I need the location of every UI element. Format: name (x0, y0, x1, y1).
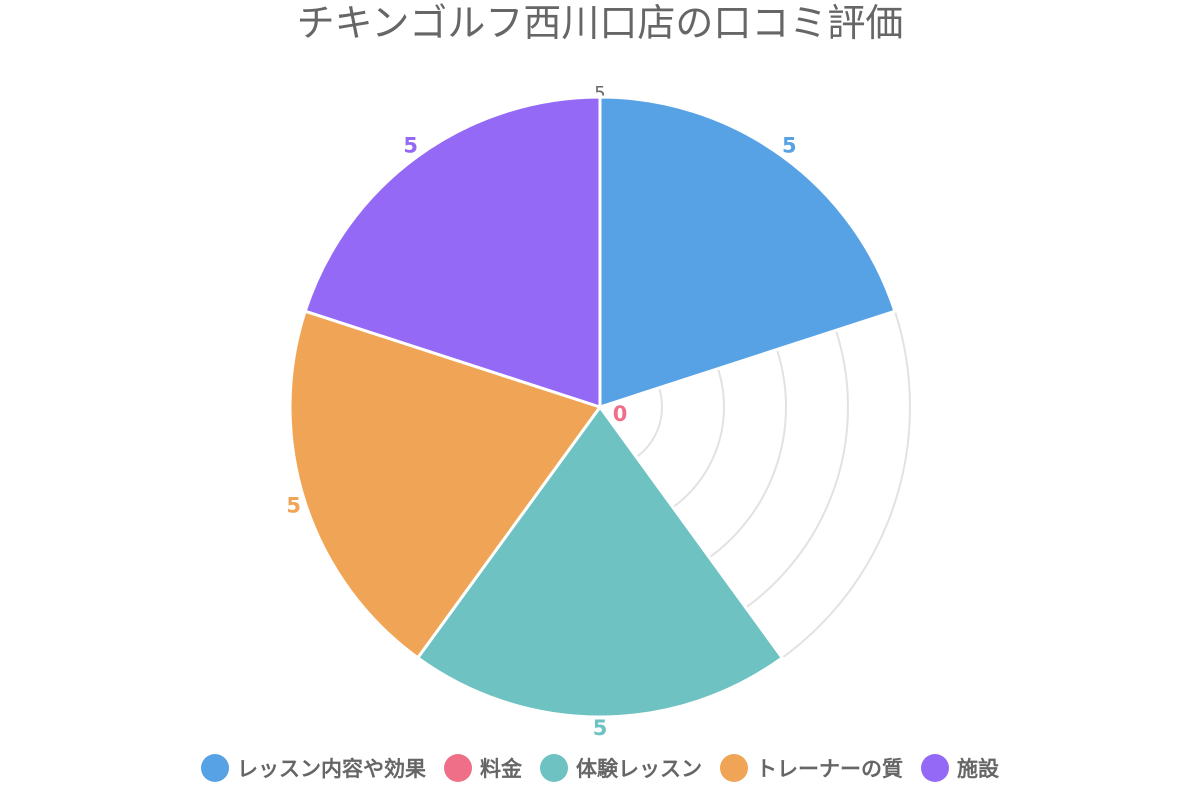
data-labels: 5 0 5 5 5 (286, 134, 796, 741)
legend-swatch (720, 754, 748, 782)
legend-item-1[interactable]: レッスン内容や効果 (201, 753, 426, 783)
data-label-5: 5 (403, 134, 418, 158)
legend-label: 施設 (957, 757, 999, 781)
data-label-1: 5 (782, 134, 797, 158)
chart-title: チキンゴルフ西川口店の口コミ評価 (296, 1, 904, 45)
legend-label: 体験レッスン (576, 757, 702, 781)
legend-item-5[interactable]: 施設 (921, 753, 999, 783)
legend-item-3[interactable]: 体験レッスン (540, 753, 702, 783)
data-label-4: 5 (286, 494, 301, 518)
legend-label: 料金 (480, 757, 522, 781)
slice-3[interactable] (415, 404, 785, 719)
data-label-2: 0 (613, 402, 628, 426)
slices (288, 95, 897, 719)
legend-label: トレーナーの質 (756, 757, 903, 781)
data-label-3: 5 (593, 716, 608, 740)
legend-swatch (201, 754, 229, 782)
legend-item-4[interactable]: トレーナーの質 (720, 753, 903, 783)
legend-label: レッスン内容や効果 (237, 757, 426, 781)
slice-4[interactable] (288, 309, 603, 660)
legend-swatch (444, 754, 472, 782)
radial-tick-label: 5 (594, 83, 605, 104)
legend: レッスン内容や効果 料金 体験レッスン トレーナーの質 施設 (0, 748, 1200, 788)
legend-swatch (921, 754, 949, 782)
slice-5[interactable] (303, 95, 602, 410)
radial-ticks: 5 (594, 83, 605, 104)
slice-1[interactable] (598, 95, 897, 410)
legend-item-2[interactable]: 料金 (444, 753, 522, 783)
legend-swatch (540, 754, 568, 782)
